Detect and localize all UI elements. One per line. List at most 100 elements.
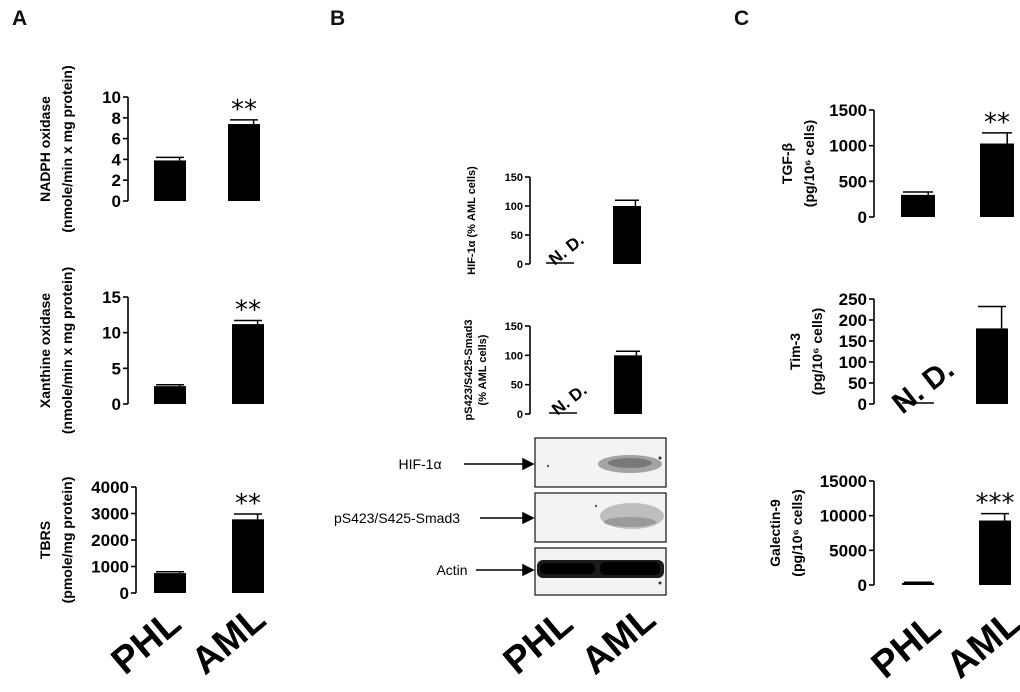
y-tick-label: 500 (839, 172, 867, 191)
y-tick-label: 15 (102, 288, 121, 307)
y-tick-label: 5000 (829, 541, 867, 560)
group-label-aml-b: AML (574, 598, 664, 683)
y-tick-label: 10 (102, 324, 121, 343)
bar-chart-2: 0 5 10 15 Xanthine oxidase (nmole/min x mg pr… (37, 267, 264, 434)
y-tick-label: 1500 (829, 101, 867, 120)
y-tick-label: 0 (120, 584, 129, 603)
panel-letter-c: C (734, 7, 749, 30)
bar (228, 124, 260, 201)
y-axis-label: (pg/10⁶ cells) (789, 489, 805, 576)
group-label-aml-a: AML (184, 598, 274, 683)
bar (232, 324, 264, 404)
bar-chart-1: 0 2 46 8 10 NADPH oxidase (nmole/min x mg prot… (37, 65, 260, 233)
y-tick-label: 0 (112, 395, 121, 414)
y-tick-label: 8 (112, 109, 121, 128)
y-axis-label: HIF-1α (% AML cells) (466, 166, 478, 275)
y-axis-label: (nmole/min x mg protein) (59, 267, 75, 434)
y-tick-label: 250 (839, 290, 867, 309)
y-tick-label: 1000 (91, 558, 129, 577)
y-axis-label: (pg/10⁶ cells) (809, 308, 825, 395)
bar (980, 143, 1014, 217)
y-tick-label: 3000 (91, 505, 129, 524)
bar-chart-3: 0 1000 2000 3000 4000 TBRS (pmole/mg protein) *… (37, 477, 264, 604)
bar (614, 355, 642, 414)
y-tick-label: 200 (839, 311, 867, 330)
blot-arrows (464, 457, 535, 577)
significance-marker: *** (976, 489, 1015, 519)
y-tick-label: 1000 (829, 137, 867, 156)
y-tick-label: 4 (112, 150, 122, 169)
bar (613, 206, 641, 264)
blot-label-actin: Actin (436, 562, 467, 578)
y-tick-label: 0 (112, 192, 121, 211)
group-labels: PHL AML PHL AML PHL AML (104, 598, 1020, 687)
bar (232, 519, 264, 593)
y-axis-label: NADPH oxidase (37, 96, 53, 202)
y-tick-label: 10 (102, 88, 121, 107)
y-tick-label: 2000 (91, 531, 129, 550)
y-tick-label: 2 (112, 171, 121, 190)
group-label-phl-a: PHL (104, 602, 189, 683)
y-axis-label: (nmole/min x mg protein) (59, 65, 75, 232)
band-smad3-aml-core (604, 517, 656, 527)
y-tick-label: 50 (511, 380, 523, 392)
y-axis-label: pS423/S425-Smad3 (463, 320, 475, 421)
y-axis-label: Galectin-9 (767, 499, 783, 567)
bar (154, 573, 186, 593)
bar (976, 328, 1008, 404)
y-tick-label: 100 (505, 201, 523, 213)
significance-marker: ** (984, 108, 1010, 138)
y-tick-label: 0 (858, 395, 867, 414)
band-hif1a-aml-core (608, 458, 652, 468)
significance-marker: ** (235, 296, 261, 326)
y-tick-label: 4000 (91, 478, 129, 497)
group-label-phl-c: PHL (864, 606, 949, 687)
blot-speck (658, 456, 662, 460)
y-tick-label: 50 (848, 374, 867, 393)
y-tick-label: 100 (505, 350, 523, 362)
y-axis-label: (pg/10⁶ cells) (801, 120, 817, 207)
y-tick-label: 150 (505, 321, 523, 333)
band-actin-phl (540, 563, 595, 574)
nd-label: N. D. (886, 352, 960, 420)
bar-charts: 0 2 46 8 10 NADPH oxidase (nmole/min x mg prot… (37, 65, 1015, 603)
y-tick-label: 0 (517, 409, 523, 421)
bar-chart-6: 0 500 1000 1500 TGF-β (pg/10⁶ cells) ** (779, 101, 1014, 227)
bar-chart-7: 0 50 100 150 200 250 Tim-3 (pg/10⁶ cells) N. D. (787, 290, 1008, 421)
y-tick-label: 5 (112, 359, 121, 378)
y-axis-label: Xanthine oxidase (37, 293, 53, 408)
blot-speck (546, 464, 550, 468)
y-axis-label: TGF-β (779, 142, 795, 184)
y-tick-label: 50 (511, 230, 523, 242)
group-label-aml-c: AML (939, 602, 1020, 687)
y-axis-label: TBRS (37, 521, 53, 559)
y-tick-label: 6 (112, 130, 121, 149)
bar-chart-8: 0 5000 10000 15000 Galectin-9 (pg/10⁶ cells) *… (767, 472, 1015, 595)
y-tick-label: 150 (505, 172, 523, 184)
blot-speck (658, 581, 662, 585)
y-axis-label: (pmole/mg protein) (59, 477, 75, 604)
bar (154, 160, 186, 201)
y-tick-label: 0 (858, 208, 867, 227)
y-tick-label: 150 (839, 332, 867, 351)
bar (979, 520, 1011, 585)
significance-marker: ** (231, 95, 257, 125)
bar (901, 194, 935, 217)
group-label-phl-b: PHL (496, 602, 581, 683)
y-tick-label: 100 (839, 353, 867, 372)
significance-marker: ** (235, 489, 261, 519)
y-tick-label: 15000 (820, 472, 867, 491)
panel-letter-b: B (330, 7, 345, 30)
y-axis-label: Tim-3 (787, 333, 803, 370)
band-actin-aml (600, 562, 660, 575)
y-tick-label: 10000 (820, 507, 867, 526)
y-tick-label: 0 (517, 259, 523, 271)
y-axis-label: (% AML cells) (477, 334, 489, 405)
y-tick-label: 0 (858, 576, 867, 595)
bar (154, 386, 186, 404)
blot-speck (594, 504, 598, 508)
bar (902, 582, 934, 585)
